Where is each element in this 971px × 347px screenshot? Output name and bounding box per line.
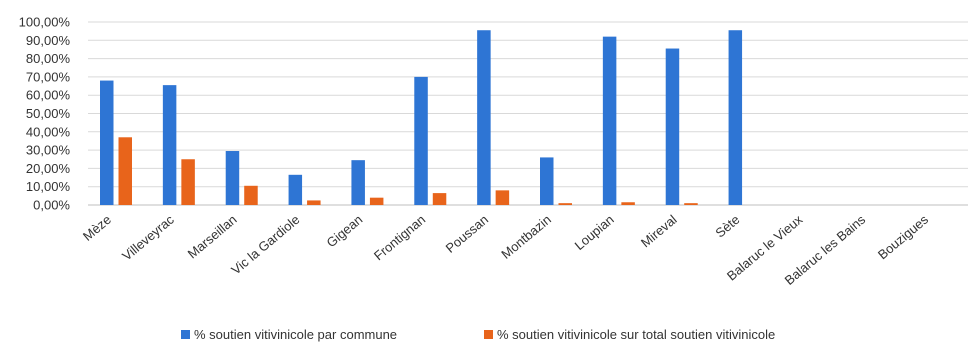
legend-label: % soutien vitivinicole sur total soutien… xyxy=(497,327,775,342)
bar-series-1 xyxy=(477,30,491,205)
bar-series-2 xyxy=(118,137,132,205)
bar-series-2 xyxy=(684,203,698,205)
y-tick-label: 90,00% xyxy=(26,33,71,48)
bar-series-2 xyxy=(432,193,447,205)
x-category-label: Loupian xyxy=(572,212,617,253)
bar-series-2 xyxy=(621,202,635,205)
bar-series-1 xyxy=(162,85,177,205)
bar-series-2 xyxy=(495,190,510,205)
x-category-label: Mèze xyxy=(80,212,114,244)
legend-swatch xyxy=(181,330,190,339)
bar-series-1 xyxy=(540,157,554,205)
y-tick-label: 40,00% xyxy=(26,124,71,139)
x-category-label: Vic la Gardiole xyxy=(228,212,302,278)
bar-series-2 xyxy=(307,200,321,205)
legend: % soutien vitivinicole par commune % sout… xyxy=(181,327,775,342)
y-axis-ticks: 0,00% 10,00% 20,00% 30,00% 40,00% 50,00% 60,00… xyxy=(19,15,71,213)
bar-series-2 xyxy=(244,185,258,205)
legend-swatch xyxy=(484,330,493,339)
x-category-label: Mireval xyxy=(638,212,680,250)
y-tick-label: 70,00% xyxy=(26,69,71,84)
y-tick-label: 80,00% xyxy=(26,51,71,66)
y-tick-label: 10,00% xyxy=(26,179,71,194)
x-category-label: Villeveyrac xyxy=(119,211,177,263)
x-category-label: Poussan xyxy=(443,212,491,256)
y-tick-label: 20,00% xyxy=(26,161,71,176)
gridlines xyxy=(88,21,968,206)
x-category-label: Marseillan xyxy=(185,212,240,262)
bars xyxy=(100,30,743,206)
x-category-label: Bouzigues xyxy=(875,211,932,262)
x-category-label: Gigean xyxy=(324,212,366,250)
bar-series-1 xyxy=(100,80,114,205)
y-tick-label: 100,00% xyxy=(19,15,71,30)
bar-series-2 xyxy=(181,159,195,205)
x-category-label: Frontignan xyxy=(371,212,428,263)
bar-series-1 xyxy=(414,76,428,206)
bar-series-1 xyxy=(351,160,365,205)
x-category-label: Sète xyxy=(712,212,742,241)
bar-series-1 xyxy=(665,48,680,205)
bar-series-2 xyxy=(369,197,384,205)
x-category-label: Montbazin xyxy=(498,212,554,262)
bar-series-1 xyxy=(288,174,303,205)
y-tick-label: 0,00% xyxy=(33,198,70,213)
y-tick-label: 50,00% xyxy=(26,106,71,121)
bar-series-1 xyxy=(728,30,743,205)
bar-series-2 xyxy=(558,203,572,205)
bar-series-1 xyxy=(602,36,617,205)
y-tick-label: 30,00% xyxy=(26,143,71,158)
legend-label: % soutien vitivinicole par commune xyxy=(194,327,397,342)
y-tick-label: 60,00% xyxy=(26,88,71,103)
bar-series-1 xyxy=(225,151,240,205)
